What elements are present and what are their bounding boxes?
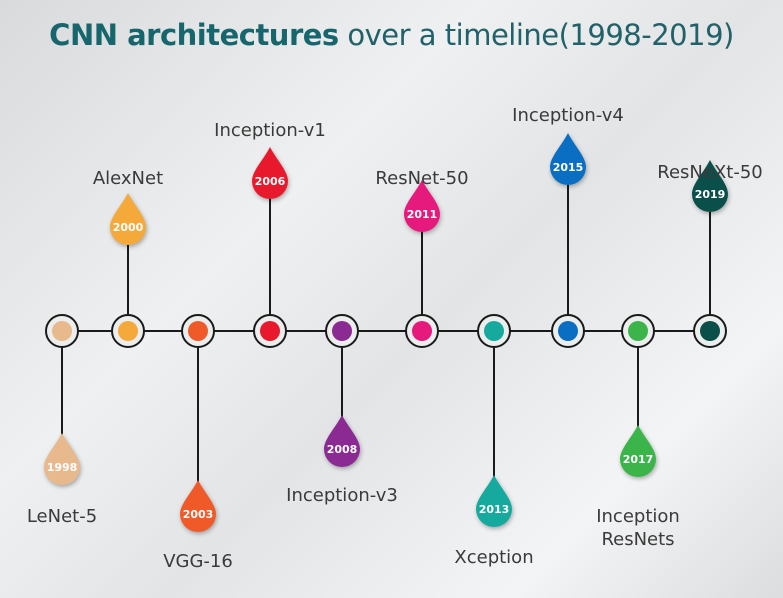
year-label: 2015 bbox=[553, 161, 584, 174]
year-label: 2017 bbox=[623, 453, 654, 466]
milestone-2000: 2000 bbox=[110, 193, 146, 348]
year-label: 2008 bbox=[327, 443, 358, 456]
architecture-name: AlexNet bbox=[92, 168, 164, 189]
milestone-2011: 2011 bbox=[404, 180, 440, 348]
diagram-title: CNN architectures over a timeline(1998-2… bbox=[0, 18, 783, 52]
timeline-node-dot bbox=[332, 321, 352, 341]
timeline-node-dot bbox=[188, 321, 208, 341]
map-pin-icon bbox=[620, 425, 656, 477]
milestone-1998: 1998 bbox=[44, 314, 80, 485]
map-pin-icon bbox=[476, 475, 512, 527]
timeline-node-dot bbox=[118, 321, 138, 341]
architecture-name: Inception-v1 bbox=[214, 120, 326, 141]
year-label: 2006 bbox=[255, 175, 286, 188]
year-label: 1998 bbox=[47, 461, 78, 474]
year-label: 2003 bbox=[183, 508, 214, 521]
timeline-node-dot bbox=[260, 321, 280, 341]
title-rest: over a timeline(1998-2019) bbox=[338, 18, 734, 52]
year-label: 2019 bbox=[695, 188, 726, 201]
map-pin-icon bbox=[692, 160, 728, 212]
map-pin-icon bbox=[550, 133, 586, 185]
timeline-node-dot bbox=[700, 321, 720, 341]
architecture-name: ResNet-50 bbox=[375, 168, 469, 189]
timeline-node-dot bbox=[628, 321, 648, 341]
map-pin-icon bbox=[180, 480, 216, 532]
milestone-2003: 2003 bbox=[180, 314, 216, 532]
milestone-2015: 2015 bbox=[550, 133, 586, 348]
map-pin-icon bbox=[44, 433, 80, 485]
year-label: 2000 bbox=[113, 221, 144, 234]
title-bold: CNN architectures bbox=[49, 18, 339, 52]
milestone-2006: 2006 bbox=[252, 147, 288, 348]
map-pin-icon bbox=[324, 415, 360, 467]
year-label: 2011 bbox=[407, 208, 438, 221]
map-pin-icon bbox=[252, 147, 288, 199]
map-pin-icon bbox=[404, 180, 440, 232]
timeline-node-dot bbox=[52, 321, 72, 341]
architecture-name: Inception-v4 bbox=[512, 105, 624, 126]
architecture-name: LeNet-5 bbox=[26, 506, 98, 527]
year-label: 2013 bbox=[479, 503, 510, 516]
timeline-node-dot bbox=[484, 321, 504, 341]
timeline-node-dot bbox=[558, 321, 578, 341]
milestone-2013: 2013 bbox=[476, 314, 512, 527]
architecture-name: Xception bbox=[454, 547, 534, 568]
milestone-2008: 2008 bbox=[324, 314, 360, 467]
timeline-node-dot bbox=[412, 321, 432, 341]
architecture-name: VGG-16 bbox=[163, 551, 233, 572]
architecture-name: ResNeXt-50 bbox=[657, 162, 763, 183]
milestone-2019: 2019 bbox=[692, 160, 728, 348]
architecture-name: Inception ResNets bbox=[596, 506, 680, 550]
milestone-2017: 2017 bbox=[620, 314, 656, 477]
map-pin-icon bbox=[110, 193, 146, 245]
architecture-name: Inception-v3 bbox=[286, 485, 398, 506]
